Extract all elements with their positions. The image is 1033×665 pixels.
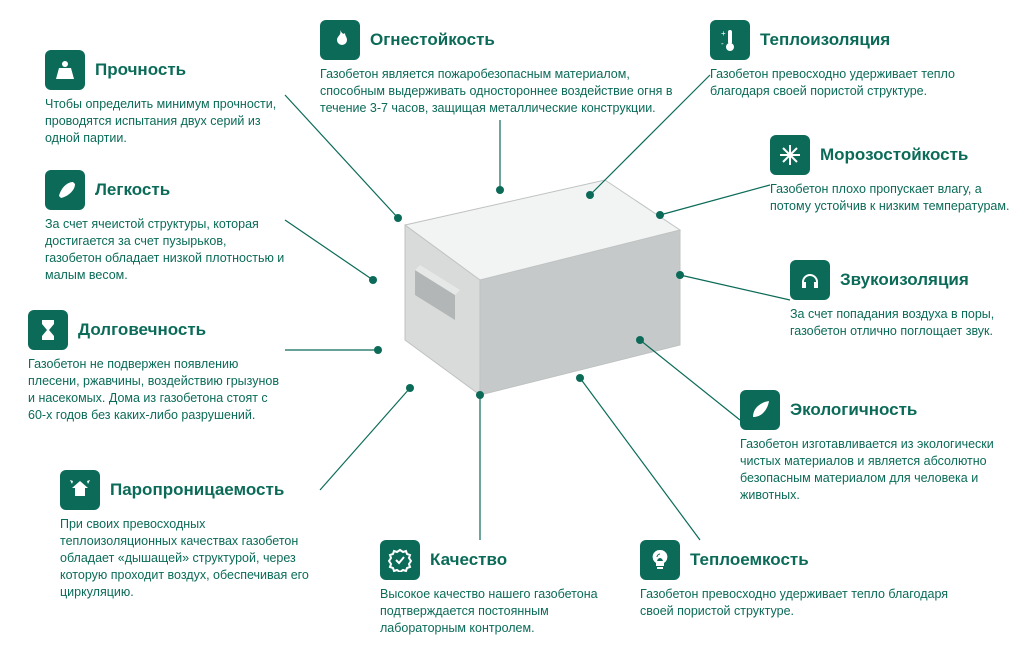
feature-desc: Газобетон не подвержен появлению плесени… — [28, 356, 288, 424]
thermometer-icon: +- — [710, 20, 750, 60]
snowflake-icon — [770, 135, 810, 175]
feature-frost: Морозостойкость Газобетон плохо пропускае… — [770, 135, 1010, 215]
feature-desc: Газобетон превосходно удерживает тепло б… — [710, 66, 970, 100]
feature-desc: Высокое качество нашего газобетона подтв… — [380, 586, 610, 637]
feature-desc: Газобетон превосходно удерживает тепло б… — [640, 586, 960, 620]
feature-desc: Чтобы определить минимум прочности, пров… — [45, 96, 285, 147]
headphones-icon — [790, 260, 830, 300]
feature-desc: Газобетон является пожаробезопасным мате… — [320, 66, 680, 117]
feature-eco: Экологичность Газобетон изготавливается и… — [740, 390, 1010, 504]
feature-heat_capacity: Теплоемкость Газобетон превосходно удержи… — [640, 540, 960, 620]
feature-fire: Огнестойкость Газобетон является пожаробе… — [320, 20, 680, 117]
feature-desc: Газобетон изготавливается из экологическ… — [740, 436, 1010, 504]
feature-title: Звукоизоляция — [840, 270, 969, 290]
feature-title: Долговечность — [78, 320, 206, 340]
feature-title: Прочность — [95, 60, 186, 80]
house-arrows-icon — [60, 470, 100, 510]
feature-thermal_insulation: +- Теплоизоляция Газобетон превосходно уде… — [710, 20, 970, 100]
leaf-icon — [740, 390, 780, 430]
feature-title: Легкость — [95, 180, 170, 200]
aerated-concrete-block — [360, 170, 690, 400]
feature-lightness: Легкость За счет ячеистой структуры, кото… — [45, 170, 285, 284]
feature-title: Качество — [430, 550, 507, 570]
feather-icon — [45, 170, 85, 210]
feature-desc: За счет попадания воздуха в поры, газобе… — [790, 306, 1020, 340]
feature-title: Теплоизоляция — [760, 30, 890, 50]
feature-sound: Звукоизоляция За счет попадания воздуха в… — [790, 260, 1020, 340]
svg-text:+: + — [721, 29, 726, 38]
feature-title: Огнестойкость — [370, 30, 495, 50]
bulb-icon — [640, 540, 680, 580]
feature-title: Паропроницаемость — [110, 480, 284, 500]
badge-icon — [380, 540, 420, 580]
feature-strength: Прочность Чтобы определить минимум прочно… — [45, 50, 285, 147]
feature-title: Морозостойкость — [820, 145, 968, 165]
svg-text:-: - — [721, 39, 724, 48]
feature-desc: Газобетон плохо пропускает влагу, а пото… — [770, 181, 1010, 215]
feature-vapor: Паропроницаемость При своих превосходных … — [60, 470, 320, 600]
flame-icon — [320, 20, 360, 60]
feature-title: Теплоемкость — [690, 550, 809, 570]
hourglass-icon — [28, 310, 68, 350]
weight-icon — [45, 50, 85, 90]
feature-title: Экологичность — [790, 400, 917, 420]
feature-desc: За счет ячеистой структуры, которая дост… — [45, 216, 285, 284]
feature-quality: Качество Высокое качество нашего газобето… — [380, 540, 610, 637]
feature-durability: Долговечность Газобетон не подвержен появ… — [28, 310, 288, 424]
feature-desc: При своих превосходных теплоизоляционных… — [60, 516, 320, 600]
